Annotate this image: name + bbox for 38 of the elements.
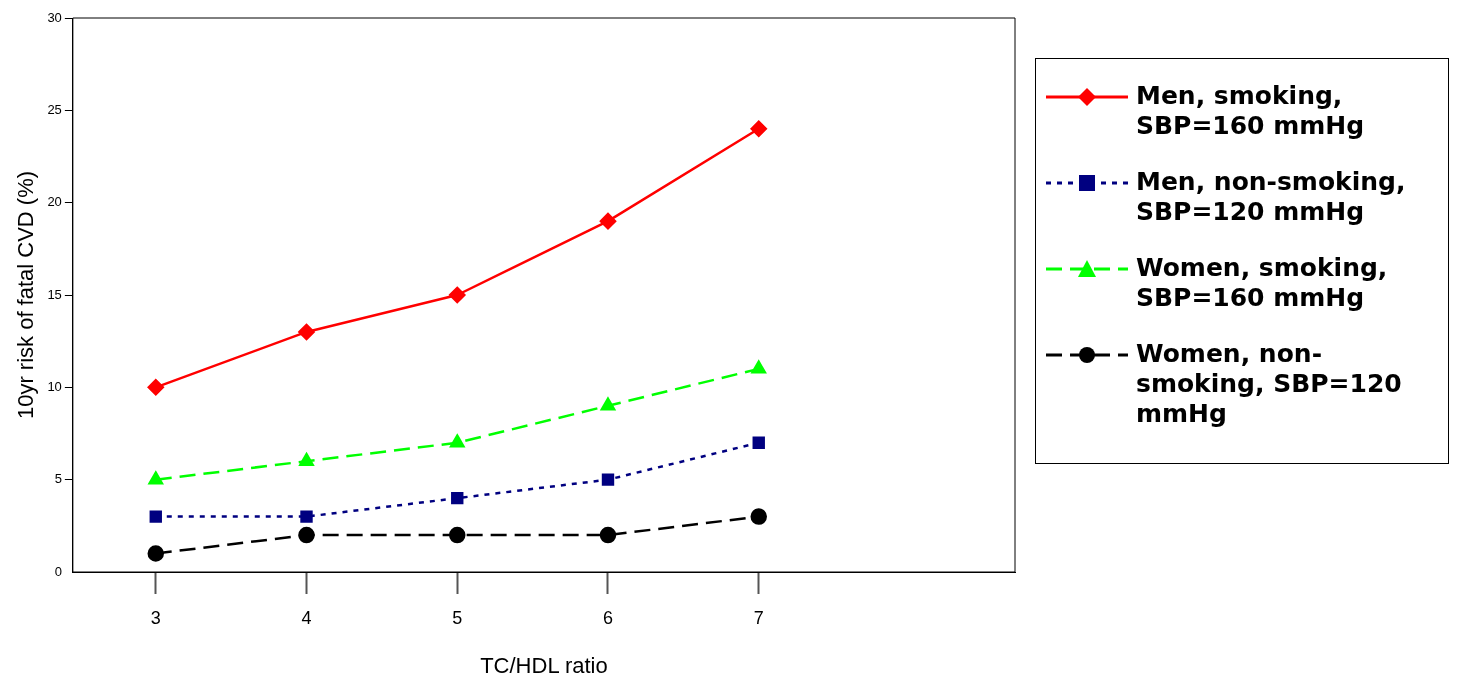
legend-label: Women, non-smoking, SBP=120 mmHg bbox=[1136, 339, 1403, 429]
point bbox=[299, 452, 314, 466]
point bbox=[601, 473, 615, 486]
point bbox=[449, 526, 466, 544]
point bbox=[750, 508, 767, 525]
point bbox=[451, 491, 464, 505]
point bbox=[300, 510, 313, 523]
x-tick-label: 6 bbox=[602, 607, 613, 628]
point bbox=[751, 360, 767, 374]
point bbox=[148, 471, 164, 485]
point bbox=[449, 434, 465, 448]
legend-label: Women, smoking, SBP=160 mmHg bbox=[1136, 253, 1389, 313]
legend-label: Men, smoking, SBP=160 mmHg bbox=[1136, 81, 1366, 141]
y-tick-label: 15 bbox=[47, 286, 62, 302]
point bbox=[147, 545, 165, 562]
y-tick-label: 30 bbox=[47, 9, 62, 25]
y-tick-label: 0 bbox=[54, 563, 62, 579]
x-axis-title: TC/HDL ratio bbox=[480, 652, 608, 678]
y-tick-label: 20 bbox=[47, 194, 62, 210]
point bbox=[449, 286, 466, 304]
point bbox=[600, 397, 616, 411]
x-tick-label: 7 bbox=[753, 607, 764, 628]
legend-label: Men, non-smoking, SBP=120 mmHg bbox=[1136, 167, 1407, 227]
x-tick-label: 5 bbox=[452, 607, 463, 628]
point bbox=[298, 323, 315, 341]
y-tick-label: 10 bbox=[47, 378, 62, 394]
point bbox=[752, 436, 765, 449]
y-axis-title: 10yr risk of fatal CVD (%) bbox=[13, 170, 39, 420]
point bbox=[147, 379, 165, 396]
x-tick-label: 4 bbox=[301, 607, 312, 628]
point bbox=[599, 212, 617, 230]
x-tick-label: 3 bbox=[150, 607, 161, 628]
point bbox=[599, 526, 617, 544]
point bbox=[750, 120, 767, 138]
y-tick-label: 5 bbox=[54, 471, 62, 487]
point bbox=[298, 526, 315, 544]
y-tick-label: 25 bbox=[47, 101, 62, 117]
point bbox=[149, 510, 162, 523]
